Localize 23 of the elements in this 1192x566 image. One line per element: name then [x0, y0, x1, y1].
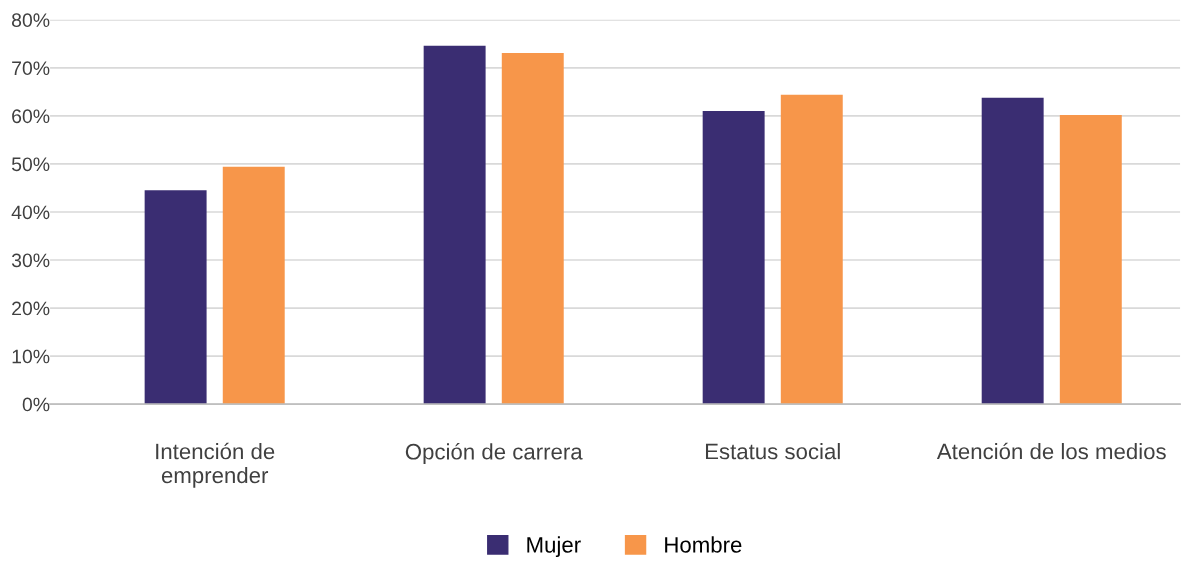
y-tick-label: 40%	[11, 205, 50, 220]
y-tick-label: 70%	[12, 61, 50, 76]
bar	[501, 52, 564, 405]
x-tick-label: Estatus social	[705, 443, 840, 460]
bar	[423, 45, 486, 405]
y-tick-label: 10%	[12, 349, 50, 364]
legend-label: Hombre	[665, 536, 742, 553]
y-tick-label: 80%	[11, 13, 50, 28]
y-tick-label: 30%	[11, 253, 50, 268]
y-tick-label: 20%	[12, 301, 50, 316]
legend-label: Mujer	[527, 536, 581, 558]
bar	[1059, 114, 1122, 405]
x-tick-label: Opción de carrera	[405, 443, 583, 464]
y-tick-label: 60%	[12, 109, 50, 124]
y-tick-label: 50%	[11, 157, 50, 172]
bar	[222, 166, 285, 405]
bar	[780, 94, 843, 405]
y-tick-label: 0%	[22, 397, 50, 412]
x-tick-label: Intención de emprender	[156, 442, 275, 488]
bar	[702, 111, 765, 405]
x-tick-label: Atención de los medios	[936, 442, 1166, 460]
bar	[981, 97, 1044, 405]
bar	[144, 190, 207, 405]
